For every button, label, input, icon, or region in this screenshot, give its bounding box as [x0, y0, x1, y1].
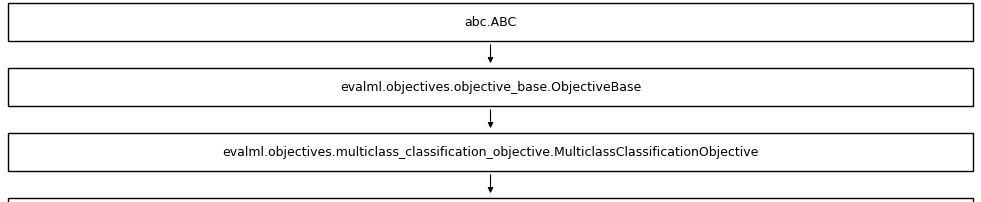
FancyBboxPatch shape — [8, 133, 973, 171]
Text: abc.ABC: abc.ABC — [464, 16, 517, 29]
Text: evalml.objectives.objective_base.ObjectiveBase: evalml.objectives.objective_base.Objecti… — [339, 81, 642, 94]
FancyBboxPatch shape — [8, 4, 973, 42]
FancyBboxPatch shape — [8, 198, 973, 202]
Text: evalml.objectives.multiclass_classification_objective.MulticlassClassificationOb: evalml.objectives.multiclass_classificat… — [223, 146, 758, 159]
FancyBboxPatch shape — [8, 69, 973, 106]
